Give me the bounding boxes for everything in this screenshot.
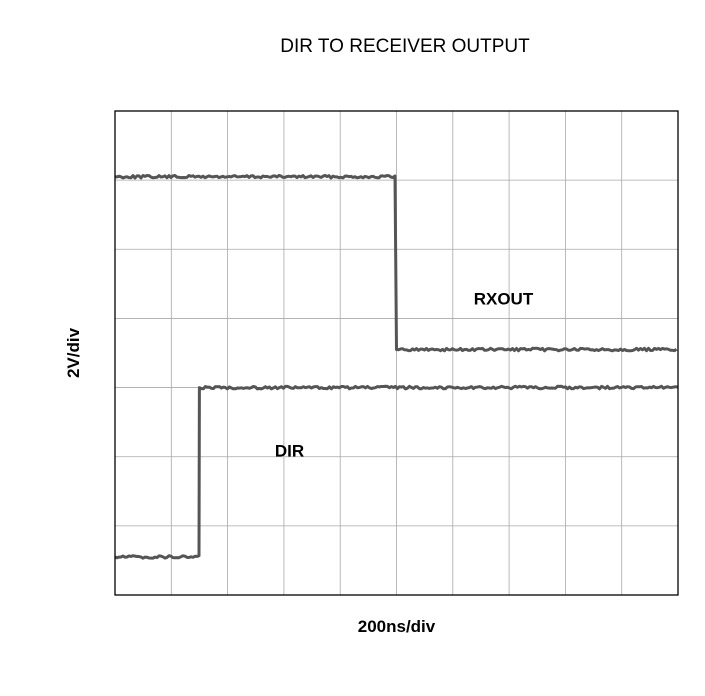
y-axis-label: 2V/div <box>64 327 83 378</box>
trace-rxout <box>114 173 678 353</box>
series-label-dir: DIR <box>275 442 304 461</box>
series-label-layer: RXOUT DIR <box>275 290 534 461</box>
chart-title: DIR TO RECEIVER OUTPUT <box>280 36 530 57</box>
x-axis-label: 200ns/div <box>358 617 436 636</box>
trace-dir <box>114 384 678 560</box>
series-label-rxout: RXOUT <box>474 290 534 309</box>
trace-layer <box>114 173 678 560</box>
plot-frame <box>114 110 679 596</box>
